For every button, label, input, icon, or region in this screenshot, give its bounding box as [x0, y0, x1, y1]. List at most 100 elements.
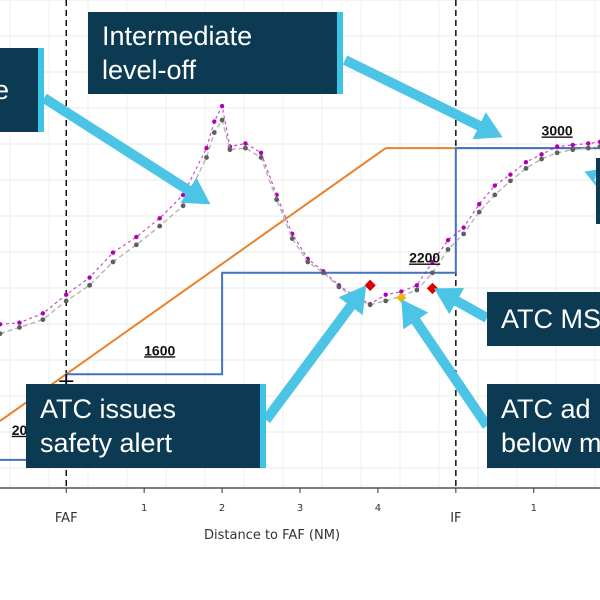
callout-box	[596, 158, 600, 224]
track-secondary-point	[461, 231, 467, 237]
track-primary-point	[523, 159, 529, 165]
track-secondary-point	[414, 287, 420, 293]
altitude-label: 1600	[144, 342, 175, 358]
callout-box	[487, 384, 600, 468]
track-primary-point	[157, 216, 162, 221]
track-primary-point	[430, 259, 435, 265]
track-secondary-point	[585, 145, 591, 151]
track-primary-point	[134, 234, 139, 240]
track-secondary-point	[219, 117, 225, 123]
x-tick-label: IF	[450, 511, 461, 526]
track-primary-point	[414, 283, 420, 288]
track-primary-point	[586, 141, 591, 146]
track-secondary-point	[383, 298, 389, 304]
callout-box-edge	[260, 384, 266, 468]
track-secondary-point	[523, 165, 529, 171]
callout-arrow	[342, 55, 503, 140]
track-primary-point	[17, 320, 22, 325]
alert-point	[426, 282, 439, 295]
track-secondary-point	[336, 284, 342, 290]
track-primary-point	[570, 142, 575, 148]
alert-point	[364, 279, 376, 291]
track-primary-point	[477, 202, 482, 207]
callout-arrow	[434, 288, 490, 323]
track-secondary-point	[227, 147, 233, 153]
track-secondary-point	[17, 325, 22, 330]
track-primary-line	[0, 104, 600, 325]
callout-text: level-off	[102, 55, 197, 85]
altitude-label: 20	[12, 422, 28, 438]
track-secondary-point	[367, 302, 373, 308]
x-tick-label: 1	[531, 503, 537, 514]
track-secondary-point	[63, 298, 69, 304]
callout-box-edge	[337, 12, 343, 94]
track-primary-point	[492, 183, 498, 188]
callout-box	[26, 384, 266, 468]
callout-text: e	[0, 75, 9, 105]
callout-box	[0, 48, 44, 132]
track-primary-point	[539, 152, 544, 157]
track-secondary-point	[157, 223, 163, 229]
track-primary-point	[508, 172, 513, 177]
callout-box	[487, 292, 600, 346]
callout-text: safety alert	[40, 428, 173, 458]
track-secondary-point	[243, 145, 248, 151]
track-primary-point	[110, 250, 116, 255]
track-secondary-point	[554, 150, 560, 156]
x-tick-label: 1	[141, 503, 147, 514]
track-secondary-point	[492, 192, 498, 198]
track-secondary-point	[180, 203, 186, 209]
x-tick-label: 2	[219, 503, 225, 514]
track-primary-point	[0, 322, 3, 327]
callout-box-edge	[38, 48, 44, 132]
track-primary-point	[383, 292, 388, 297]
track-primary-point	[219, 103, 225, 109]
track-primary-point	[258, 150, 264, 155]
callout-text: below m	[501, 428, 600, 458]
track-secondary-point	[597, 144, 600, 149]
track-primary-point	[40, 311, 46, 316]
track-secondary-point	[258, 155, 264, 160]
track-primary-point	[445, 237, 451, 243]
track-primary-point	[243, 141, 248, 146]
track-primary-point	[180, 192, 186, 198]
track-secondary-point	[539, 156, 544, 162]
callout-text: ATC issues	[40, 394, 176, 424]
track-primary-point	[399, 289, 404, 294]
x-tick-label: 4	[375, 503, 381, 514]
track-secondary-point	[320, 270, 326, 276]
track-secondary-point	[133, 242, 139, 248]
track-primary-point	[64, 292, 69, 297]
track-secondary-point	[430, 270, 435, 276]
track-primary-point	[597, 139, 600, 145]
track-secondary-point	[274, 197, 280, 202]
track-secondary-point	[110, 259, 116, 265]
track-secondary-point	[211, 130, 217, 135]
track-primary-point	[204, 145, 209, 151]
track-primary-point	[87, 275, 92, 280]
track-secondary-point	[570, 147, 576, 153]
track-secondary-point	[0, 331, 3, 337]
track-secondary-point	[204, 155, 209, 160]
track-secondary-point	[507, 178, 513, 184]
track-secondary-point	[305, 259, 311, 265]
track-primary-point	[212, 119, 217, 124]
callout-arrow	[401, 299, 492, 429]
track-secondary-point	[476, 209, 482, 215]
callout-box	[88, 12, 343, 94]
altitude-label: 2200	[409, 250, 440, 266]
track-secondary-point	[40, 317, 46, 323]
callout-arrow	[262, 285, 367, 423]
x-tick-label: FAF	[55, 511, 78, 526]
callouts: Intermediate level-off e ATC issues safety a…	[0, 12, 600, 468]
callout-text: Intermediate	[102, 21, 252, 51]
highlight-points	[59, 279, 439, 389]
x-tick-label: 3	[297, 503, 303, 514]
x-axis-label: Distance to FAF (NM)	[204, 528, 340, 543]
track-secondary-point	[445, 247, 451, 252]
callout-arrows	[41, 55, 600, 429]
x-axis-ticks: FAF 1 2 3 4 IF 1	[55, 488, 537, 526]
track-primary-point	[554, 144, 560, 149]
lowest-point	[396, 292, 407, 303]
